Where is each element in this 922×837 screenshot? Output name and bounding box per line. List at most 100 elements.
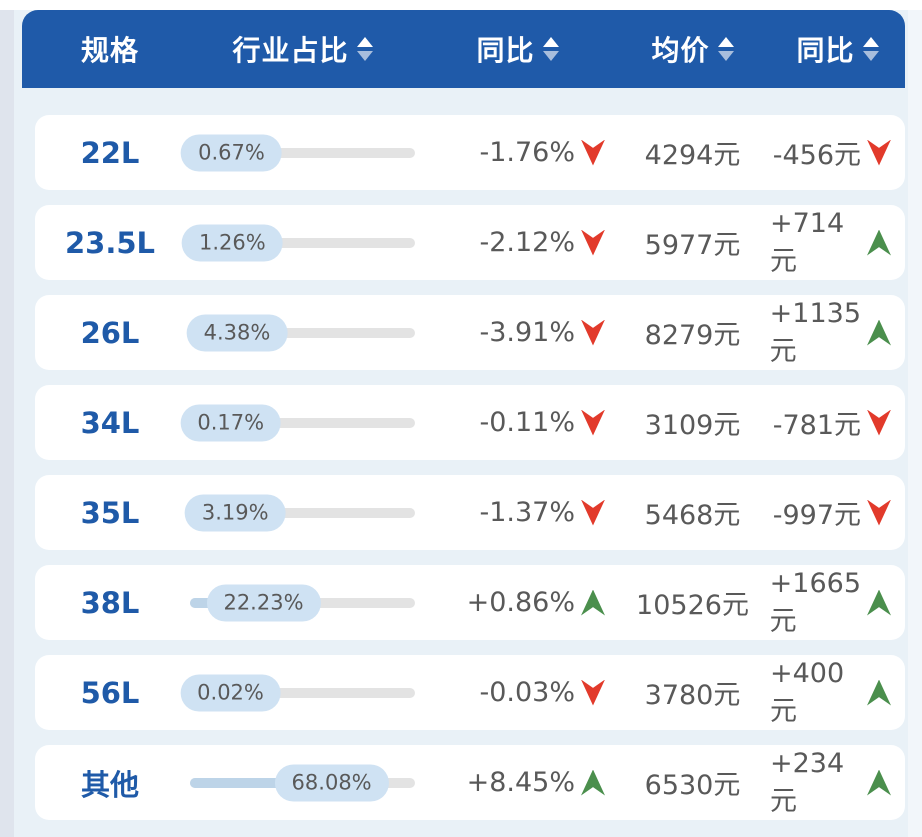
industry-share-cell: 4.38% (185, 295, 420, 370)
yoy-value: -2.12% (479, 227, 575, 258)
share-bar-track: 22.23% (190, 584, 415, 621)
share-badge: 4.38% (186, 314, 288, 351)
share-bar-fill (190, 777, 332, 788)
yoy-value: -3.91% (479, 317, 575, 348)
share-bar-track: 0.67% (181, 134, 415, 171)
avg-price-value: 8279元 (644, 320, 741, 351)
sort-down-triangle (717, 51, 734, 61)
avg-price-cell: 3109元 (615, 385, 770, 460)
yoy-cell: +0.86% (420, 565, 615, 640)
sort-icon[interactable] (717, 37, 734, 61)
price-change-arrow-icon (867, 769, 891, 796)
price-change-cell: +714元 (770, 205, 905, 280)
sort-up-triangle (717, 37, 734, 47)
yoy-arrow-icon (581, 769, 605, 796)
avg-price-value: 3780元 (644, 680, 741, 711)
table-body: 22L 0.67% -1.76% 4294元 -456元 23.5L 1.26% (35, 115, 905, 820)
yoy-value: -0.03% (479, 677, 575, 708)
yoy-cell: -0.11% (420, 385, 615, 460)
price-change-arrow-icon (867, 589, 891, 616)
spec-label: 35L (80, 495, 140, 530)
header-row: 规格 行业占比 同比 均价 同比 (35, 10, 905, 88)
industry-share-cell: 1.26% (182, 205, 420, 280)
share-bar-track: 68.08% (190, 764, 415, 801)
yoy-cell: +8.45% (420, 745, 615, 820)
avg-price-value: 10526元 (636, 590, 749, 621)
yoy-cell: -1.37% (420, 475, 615, 550)
industry-share-cell: 3.19% (184, 475, 420, 550)
left-margin (0, 10, 14, 837)
table-header: 规格 行业占比 同比 均价 同比 (22, 10, 905, 88)
industry-share-cell: 0.67% (181, 115, 420, 190)
spec-label: 23.5L (64, 225, 156, 260)
column-header-label: 行业占比 (232, 34, 349, 67)
price-change-cell: -997元 (770, 475, 905, 550)
avg-price-cell: 3780元 (615, 655, 770, 730)
avg-price-value: 3109元 (644, 410, 741, 441)
spec-label: 22L (80, 135, 140, 170)
yoy-arrow-icon (581, 679, 605, 706)
table-row: 34L 0.17% -0.11% 3109元 -781元 (35, 385, 905, 460)
yoy-value: +0.86% (466, 587, 575, 618)
sort-down-triangle (542, 51, 559, 61)
yoy-value: -0.11% (479, 407, 575, 438)
avg-price-cell: 5977元 (615, 205, 770, 280)
price-change-value: -997元 (772, 500, 861, 531)
sort-up-triangle (862, 37, 879, 47)
yoy-arrow-icon (581, 409, 605, 436)
avg-price-cell: 8279元 (615, 295, 770, 370)
price-change-value: -781元 (772, 410, 861, 441)
spec-label: 其他 (80, 767, 139, 802)
share-badge: 1.26% (182, 224, 283, 261)
spec-label: 34L (80, 405, 140, 440)
yoy-value: +8.45% (466, 767, 575, 798)
price-change-value: +234元 (770, 747, 845, 817)
avg-price-value: 6530元 (644, 770, 741, 801)
column-header-label: 同比 (796, 34, 855, 67)
spec-label: 38L (80, 585, 140, 620)
share-bar-track: 1.26% (182, 224, 415, 261)
avg-price-value: 4294元 (644, 140, 741, 171)
top-margin (0, 0, 922, 10)
avg-price-cell: 4294元 (615, 115, 770, 190)
price-change-cell: +234元 (770, 745, 905, 820)
price-change-value: -456元 (772, 140, 861, 171)
price-change-arrow-icon (867, 139, 891, 166)
industry-share-cell: 22.23% (185, 565, 420, 640)
table-row: 26L 4.38% -3.91% 8279元 +1135元 (35, 295, 905, 370)
share-badge: 0.17% (180, 404, 282, 441)
price-change-arrow-icon (867, 679, 891, 706)
share-bar-track: 0.17% (180, 404, 415, 441)
sort-up-triangle (542, 37, 559, 47)
price-change-cell: +1135元 (770, 295, 905, 370)
price-change-arrow-icon (867, 319, 891, 346)
sort-down-triangle (862, 51, 879, 61)
column-header-4[interactable]: 同比 (770, 29, 905, 69)
share-badge: 22.23% (206, 584, 321, 621)
yoy-cell: -2.12% (420, 205, 615, 280)
yoy-cell: -1.76% (420, 115, 615, 190)
sort-icon[interactable] (356, 37, 373, 61)
sort-up-triangle (356, 37, 373, 47)
share-badge: 68.08% (274, 764, 389, 801)
table-row: 35L 3.19% -1.37% 5468元 -997元 (35, 475, 905, 550)
sort-icon[interactable] (862, 37, 879, 61)
avg-price-cell: 5468元 (615, 475, 770, 550)
sort-icon[interactable] (542, 37, 559, 61)
yoy-value: -1.37% (479, 497, 575, 528)
share-bar-track: 3.19% (184, 494, 415, 531)
industry-share-cell: 68.08% (185, 745, 420, 820)
column-header-1[interactable]: 行业占比 (185, 29, 420, 69)
avg-price-value: 5468元 (644, 500, 741, 531)
avg-price-value: 5977元 (644, 230, 741, 261)
yoy-arrow-icon (581, 319, 605, 346)
avg-price-cell: 6530元 (615, 745, 770, 820)
industry-share-cell: 0.17% (180, 385, 420, 460)
industry-share-cell: 0.02% (180, 655, 420, 730)
price-change-cell: +1665元 (770, 565, 905, 640)
column-header-2[interactable]: 同比 (420, 29, 615, 69)
column-header-3[interactable]: 均价 (615, 29, 770, 69)
price-change-value: +1135元 (769, 297, 861, 367)
price-change-arrow-icon (867, 499, 891, 526)
spec-label: 26L (80, 315, 140, 350)
